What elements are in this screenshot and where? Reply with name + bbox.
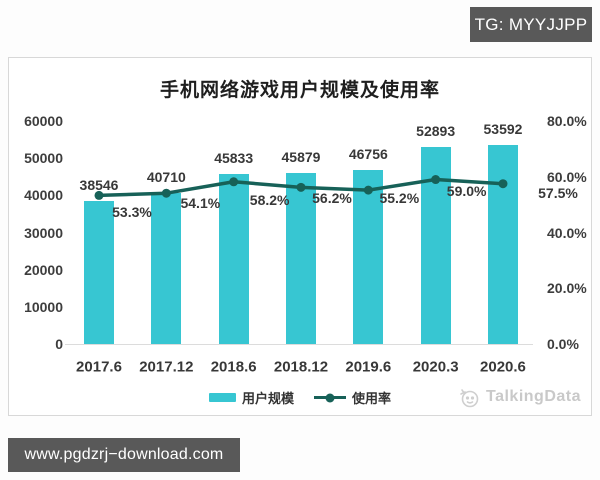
legend-label-usage-rate: 使用率: [352, 391, 392, 406]
line-value-label: 59.0%: [446, 182, 487, 199]
bar-value-label: 53592: [483, 120, 523, 137]
talkingdata-brand-text: TalkingData: [486, 388, 581, 405]
right-axis-tick: 40.0%: [547, 224, 587, 241]
bar-value-label: 45833: [214, 149, 254, 166]
right-axis-tick: 0.0%: [547, 336, 579, 352]
x-axis-label: 2019.6: [345, 358, 392, 376]
talkingdata-logo-icon: [460, 389, 479, 408]
x-axis-label: 2018.6: [210, 358, 257, 376]
left-axis-tick: 50000: [24, 150, 63, 167]
left-axis-tick: 60000: [24, 113, 63, 129]
url-watermark-badge: www.pgdzrj−download.com: [8, 438, 240, 472]
line-value-label: 58.2%: [249, 191, 290, 208]
bar-2018.12: [285, 173, 316, 344]
left-axis-tick: 0: [55, 336, 63, 352]
left-axis-tick: 10000: [24, 298, 63, 315]
bar-2017.6: [84, 200, 114, 344]
x-axis-label: 2017.12: [139, 358, 194, 376]
legend-item-user-scale: 用户规模: [208, 388, 294, 407]
x-axis-label: 2018.12: [273, 358, 329, 376]
bar-2019.6: [353, 170, 384, 344]
x-axis-label: 2020.6: [480, 358, 526, 376]
line-value-label: 54.1%: [180, 195, 221, 212]
chart-legend: 用户规模 使用率: [9, 388, 591, 407]
line-value-label: 56.2%: [312, 190, 352, 207]
left-axis-tick: 20000: [24, 261, 63, 278]
x-axis-label: 2020.3: [412, 358, 459, 376]
legend-label-user-scale: 用户规模: [241, 391, 294, 406]
line-series-swatch-icon: [314, 393, 346, 402]
chart-card: 手机网络游戏用户规模及使用率 60000 50000 40000 30000 20000…: [8, 57, 592, 416]
bar-value-label: 52893: [416, 123, 456, 140]
right-axis-tick: 80.0%: [547, 113, 587, 129]
right-axis-tick: 60.0%: [547, 168, 587, 185]
chart-title: 手机网络游戏用户规模及使用率: [159, 80, 440, 101]
tg-watermark-badge: TG: MYYJJPP: [470, 7, 592, 42]
line-value-label: 55.2%: [379, 190, 420, 207]
x-axis-label: 2017.6: [76, 358, 122, 376]
line-value-label: 53.3%: [112, 204, 152, 221]
talkingdata-watermark: TalkingData: [457, 385, 581, 409]
left-axis-tick: 40000: [24, 187, 63, 204]
right-axis-tick: 20.0%: [547, 280, 587, 297]
bar-value-label: 38546: [79, 176, 119, 193]
line-value-label: 57.5%: [538, 184, 578, 201]
bar-value-label: 40710: [146, 168, 186, 185]
bar-value-label: 45879: [281, 149, 321, 166]
bar-2018.6: [218, 173, 249, 344]
plot-area: 60000 50000 40000 30000 20000 10000 0 80.0% 60.0…: [9, 58, 593, 417]
left-axis-tick: 30000: [24, 224, 63, 241]
bar-value-label: 46756: [348, 146, 388, 163]
bar-series-swatch-icon: [208, 393, 236, 402]
bar-2017.12: [151, 192, 182, 344]
bar-2020.3: [420, 147, 451, 344]
x-axis-line: [65, 344, 533, 345]
line-series-dot-icon: [325, 393, 335, 402]
bar-2020.6: [487, 144, 518, 344]
legend-item-usage-rate: 使用率: [314, 388, 391, 407]
